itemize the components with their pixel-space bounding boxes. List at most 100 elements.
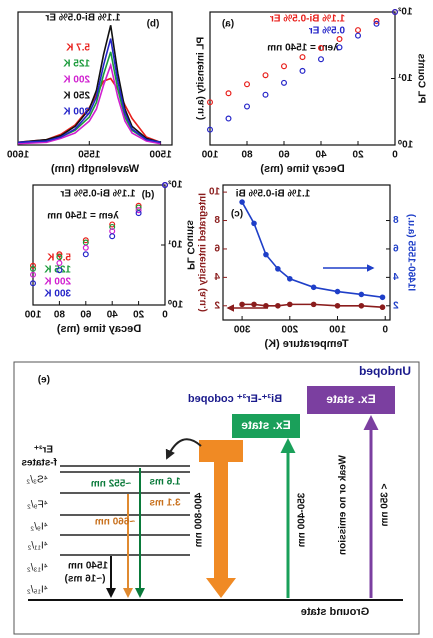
er-label: Er³⁺ bbox=[34, 445, 53, 456]
data-point bbox=[29, 280, 36, 287]
y-tick-label: 8 bbox=[393, 215, 399, 226]
series-line bbox=[17, 77, 161, 144]
y-tick-label: 4 bbox=[393, 272, 399, 283]
plot-frame bbox=[209, 11, 396, 146]
panel-title: 1.1% Bi-0.5% Er bbox=[45, 13, 120, 24]
data-point bbox=[379, 304, 386, 311]
y-tick-label: 6 bbox=[393, 244, 399, 255]
x-tick-label: 60 bbox=[278, 150, 290, 161]
x-tick-label: 100 bbox=[24, 310, 41, 321]
transition-label: 1540 nm bbox=[68, 561, 108, 572]
data-point bbox=[336, 44, 343, 51]
level-label: ⁴I₉/₂ bbox=[30, 522, 48, 533]
y-axis-label: I1460-1555 (a.u.) bbox=[405, 214, 416, 291]
legend-entry: 300 K bbox=[44, 289, 71, 300]
y2-tick-label: 8 bbox=[214, 215, 220, 226]
legend-entry: 200 K bbox=[63, 75, 90, 86]
data-point bbox=[82, 237, 89, 244]
x-tick-label: 1500 bbox=[149, 150, 172, 161]
x-tick-label: 40 bbox=[315, 150, 327, 161]
series-line bbox=[17, 62, 161, 145]
x-axis-label: Decay time (ms) bbox=[260, 163, 345, 175]
data-point bbox=[251, 220, 257, 227]
data-point bbox=[109, 221, 116, 228]
series-line bbox=[17, 38, 161, 144]
data-point bbox=[225, 115, 232, 122]
data-point bbox=[29, 271, 36, 278]
y-axis-label: PL Counts bbox=[184, 220, 195, 270]
data-point bbox=[251, 301, 257, 308]
annotation: λem = 1540 nm bbox=[267, 43, 339, 54]
legend-entry: 1.1% Bi-0.5% Er bbox=[270, 14, 345, 25]
box-label: Ex. state bbox=[326, 392, 376, 406]
x-axis-label: Decay time (ms) bbox=[56, 323, 141, 335]
y2-tick-label: 2 bbox=[214, 300, 220, 311]
panel-label: (a) bbox=[222, 19, 234, 30]
data-point bbox=[135, 207, 142, 214]
data-point bbox=[373, 20, 380, 27]
panel-title: 1.1% Bi-0.5% Bi bbox=[236, 189, 311, 200]
data-point bbox=[262, 91, 269, 98]
x-tick-label: 300 bbox=[233, 325, 250, 336]
data-point bbox=[280, 79, 287, 86]
panel-label: (c) bbox=[231, 209, 243, 220]
data-point bbox=[379, 294, 386, 301]
data-point bbox=[275, 302, 281, 309]
data-point bbox=[109, 233, 116, 240]
y2-tick-label: 6 bbox=[214, 244, 220, 255]
data-point bbox=[336, 36, 343, 43]
y2-axis-label: PL intensity (a.u.) bbox=[196, 37, 207, 120]
y-tick-label: 2 bbox=[393, 300, 399, 311]
data-point bbox=[56, 260, 63, 267]
transition-label: ~552 nm bbox=[91, 479, 131, 490]
data-point bbox=[263, 251, 269, 258]
y-tick-label: 10² bbox=[167, 180, 182, 191]
er-label: f-states bbox=[21, 458, 57, 469]
legend-entry: 5.7 K bbox=[65, 43, 90, 54]
legend-entry: 5.7 K bbox=[46, 253, 71, 264]
x-tick-label: 100 bbox=[329, 325, 346, 336]
plot-frame bbox=[222, 184, 391, 321]
data-point bbox=[56, 251, 63, 258]
x-tick-label: 40 bbox=[106, 310, 118, 321]
level-label: ⁴I₁₅/₂ bbox=[27, 585, 48, 596]
legend-entry: 200 K bbox=[44, 277, 71, 288]
panel-label: (d) bbox=[142, 190, 155, 201]
data-point bbox=[355, 27, 362, 34]
undoped-title: Undoped bbox=[359, 364, 411, 378]
y-tick-label: 10⁰ bbox=[398, 140, 413, 151]
data-point bbox=[239, 199, 245, 205]
annotation: λem = 1540 nm bbox=[47, 211, 119, 222]
x-tick-label: 80 bbox=[241, 150, 253, 161]
x-tick-label: 0 bbox=[382, 325, 388, 336]
lifetime-label: (~16 ms) bbox=[65, 574, 106, 585]
y2-axis-label: Integrated intensity (a.u.) bbox=[198, 193, 209, 312]
level-label: ⁴F₉/₂ bbox=[27, 500, 48, 511]
data-point bbox=[206, 99, 213, 106]
x-tick-label: 80 bbox=[53, 310, 65, 321]
data-point bbox=[29, 265, 36, 272]
data-point bbox=[275, 266, 281, 272]
ground-label: Ground state bbox=[301, 606, 369, 618]
panel-label: (e) bbox=[38, 375, 50, 386]
data-point bbox=[299, 67, 306, 74]
energy-levels bbox=[60, 465, 190, 556]
data-point bbox=[56, 254, 63, 261]
data-point bbox=[280, 63, 287, 70]
transfer-arrow bbox=[165, 438, 202, 460]
y2-tick-label: 4 bbox=[214, 272, 220, 283]
data-point bbox=[225, 90, 232, 97]
box-label: Ex. state bbox=[241, 418, 291, 432]
data-point bbox=[358, 302, 365, 309]
data-point bbox=[286, 275, 293, 282]
data-point bbox=[56, 267, 63, 274]
series-line bbox=[17, 25, 161, 144]
codoped-title: Bi³⁺-Er³⁺ codoped bbox=[188, 393, 282, 405]
plot-frame bbox=[17, 11, 173, 146]
y-tick-label: 10¹ bbox=[167, 240, 182, 251]
data-point bbox=[243, 81, 250, 88]
y-tick-label: 10² bbox=[397, 7, 412, 18]
y-axis-label: PL Counts bbox=[415, 53, 426, 103]
transition-label: ~660 nm bbox=[95, 517, 135, 528]
panel-label: (b) bbox=[147, 19, 160, 30]
